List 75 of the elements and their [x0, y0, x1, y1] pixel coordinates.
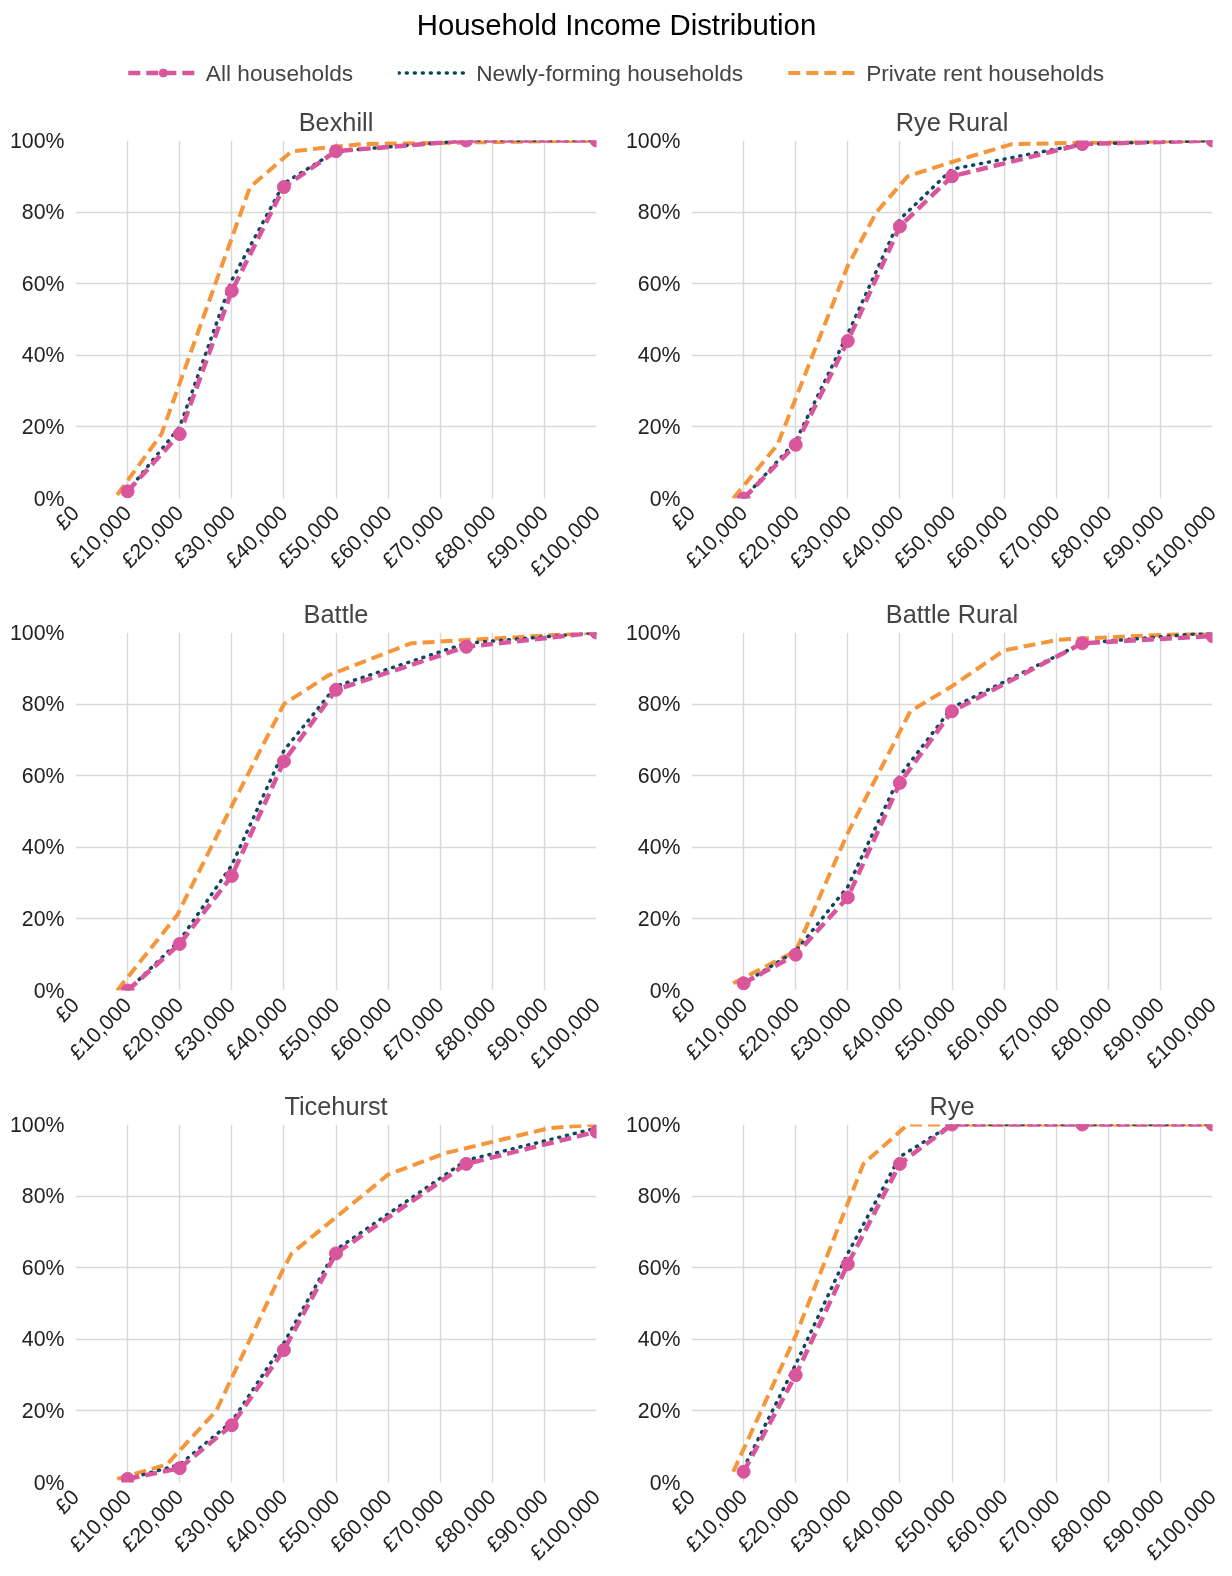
y-tick-label: 60%	[637, 763, 681, 788]
point	[172, 936, 187, 951]
point	[172, 1461, 187, 1476]
point	[459, 639, 474, 654]
y-tick-label: 40%	[637, 1327, 681, 1352]
point	[1075, 636, 1090, 651]
legend-label: Private rent households	[866, 59, 1105, 86]
point	[945, 704, 959, 719]
y-tick-label: 40%	[637, 835, 681, 860]
y-tick-label: 0%	[649, 1470, 681, 1495]
chart-title: Rye Rural	[895, 107, 1009, 136]
point	[120, 484, 135, 499]
point	[276, 180, 291, 195]
point	[892, 775, 907, 790]
y-tick-label: 100%	[625, 620, 681, 645]
point	[736, 1464, 751, 1479]
point	[329, 1246, 343, 1261]
chart-title: Rye	[929, 1091, 975, 1120]
legend-label: All households	[205, 59, 354, 86]
y-tick-label: 80%	[21, 1184, 65, 1209]
y-tick-label: 20%	[637, 1398, 681, 1423]
chart-title: Household Income Distribution	[416, 7, 817, 41]
point	[224, 1418, 239, 1433]
chart-title: Ticehurst	[284, 1091, 388, 1120]
point	[840, 1257, 855, 1272]
point	[840, 890, 855, 905]
y-tick-label: 40%	[637, 343, 681, 368]
y-tick-label: 80%	[637, 200, 681, 225]
y-tick-label: 60%	[21, 763, 65, 788]
y-tick-label: 60%	[637, 1255, 681, 1280]
point	[892, 219, 907, 234]
chart-title: Battle Rural	[885, 599, 1019, 628]
y-tick-label: 0%	[33, 978, 65, 1003]
y-tick-label: 20%	[21, 906, 65, 931]
point	[172, 427, 187, 442]
point	[224, 283, 239, 298]
y-tick-label: 100%	[625, 1112, 681, 1137]
y-tick-label: 0%	[33, 1470, 65, 1495]
y-tick-label: 100%	[9, 128, 65, 153]
chart-title: Battle	[303, 599, 369, 628]
y-tick-label: 20%	[21, 414, 65, 439]
y-tick-label: 100%	[625, 128, 681, 153]
y-tick-label: 80%	[637, 692, 681, 717]
y-tick-label: 40%	[21, 1327, 65, 1352]
legend-label: Newly-forming households	[476, 59, 744, 86]
chart-subtitle: Bexhill	[298, 107, 374, 136]
point	[276, 754, 291, 769]
y-tick-label: 60%	[21, 1255, 65, 1280]
y-tick-label: 0%	[649, 978, 681, 1003]
point	[736, 976, 751, 991]
y-tick-label: 100%	[9, 620, 65, 645]
y-tick-label: 20%	[637, 906, 681, 931]
y-tick-label: 80%	[21, 200, 65, 225]
y-tick-label: 80%	[637, 1184, 681, 1209]
point	[276, 1343, 291, 1358]
y-tick-label: 100%	[9, 1112, 65, 1137]
point	[788, 947, 803, 962]
y-tick-label: 60%	[637, 271, 681, 296]
point	[459, 1156, 474, 1171]
point	[788, 1368, 803, 1383]
point	[1075, 140, 1090, 152]
y-tick-label: 20%	[21, 1398, 65, 1423]
y-tick-label: 80%	[21, 692, 65, 717]
y-tick-label: 40%	[21, 343, 65, 368]
point	[329, 144, 343, 159]
point	[788, 437, 803, 452]
point	[224, 868, 239, 883]
y-tick-label: 0%	[649, 486, 681, 511]
y-tick-label: 0%	[33, 486, 65, 511]
point	[329, 682, 343, 697]
y-tick-label: 60%	[21, 271, 65, 296]
y-tick-label: 40%	[21, 835, 65, 860]
point	[840, 333, 855, 348]
point	[945, 169, 959, 184]
y-tick-label: 20%	[637, 414, 681, 439]
